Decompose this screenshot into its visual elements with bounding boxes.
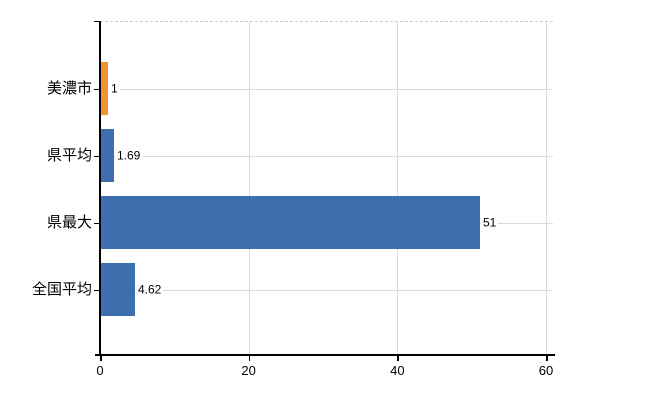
bar bbox=[101, 196, 480, 249]
y-axis-tick bbox=[94, 155, 100, 157]
x-tick-label: 0 bbox=[96, 363, 104, 378]
x-axis bbox=[95, 354, 555, 356]
h-gridline bbox=[100, 289, 553, 291]
h-gridline bbox=[100, 88, 553, 90]
category-label: 全国平均 bbox=[31, 280, 92, 298]
x-axis-tick bbox=[546, 356, 548, 361]
x-axis-tick bbox=[397, 356, 399, 361]
bar-value-label: 51 bbox=[481, 215, 499, 230]
v-gridline bbox=[397, 21, 399, 355]
x-tick-label: 40 bbox=[390, 363, 405, 378]
y-axis-tick bbox=[94, 289, 100, 291]
h-gridline bbox=[100, 155, 553, 157]
x-axis-tick bbox=[248, 356, 251, 361]
bar bbox=[101, 62, 108, 115]
x-tick-label: 60 bbox=[538, 363, 554, 378]
bar-value-label: 1 bbox=[109, 81, 120, 96]
category-label: 県平均 bbox=[46, 146, 92, 164]
y-axis-tick bbox=[94, 222, 100, 224]
bar bbox=[101, 129, 114, 182]
y-axis bbox=[99, 21, 101, 355]
v-gridline bbox=[248, 21, 250, 355]
bar-value-label: 1.69 bbox=[115, 148, 143, 163]
category-label: 県最大 bbox=[46, 213, 92, 231]
y-axis-tick bbox=[94, 88, 100, 90]
bar bbox=[101, 263, 135, 316]
y-axis-top-tick bbox=[94, 21, 100, 22]
x-axis-tick bbox=[100, 356, 102, 361]
category-label: 美濃市 bbox=[46, 79, 92, 97]
bar-value-label: 4.62 bbox=[136, 282, 164, 297]
x-tick-label: 20 bbox=[241, 363, 256, 378]
plot-top-border bbox=[100, 21, 553, 22]
v-gridline bbox=[546, 21, 547, 355]
